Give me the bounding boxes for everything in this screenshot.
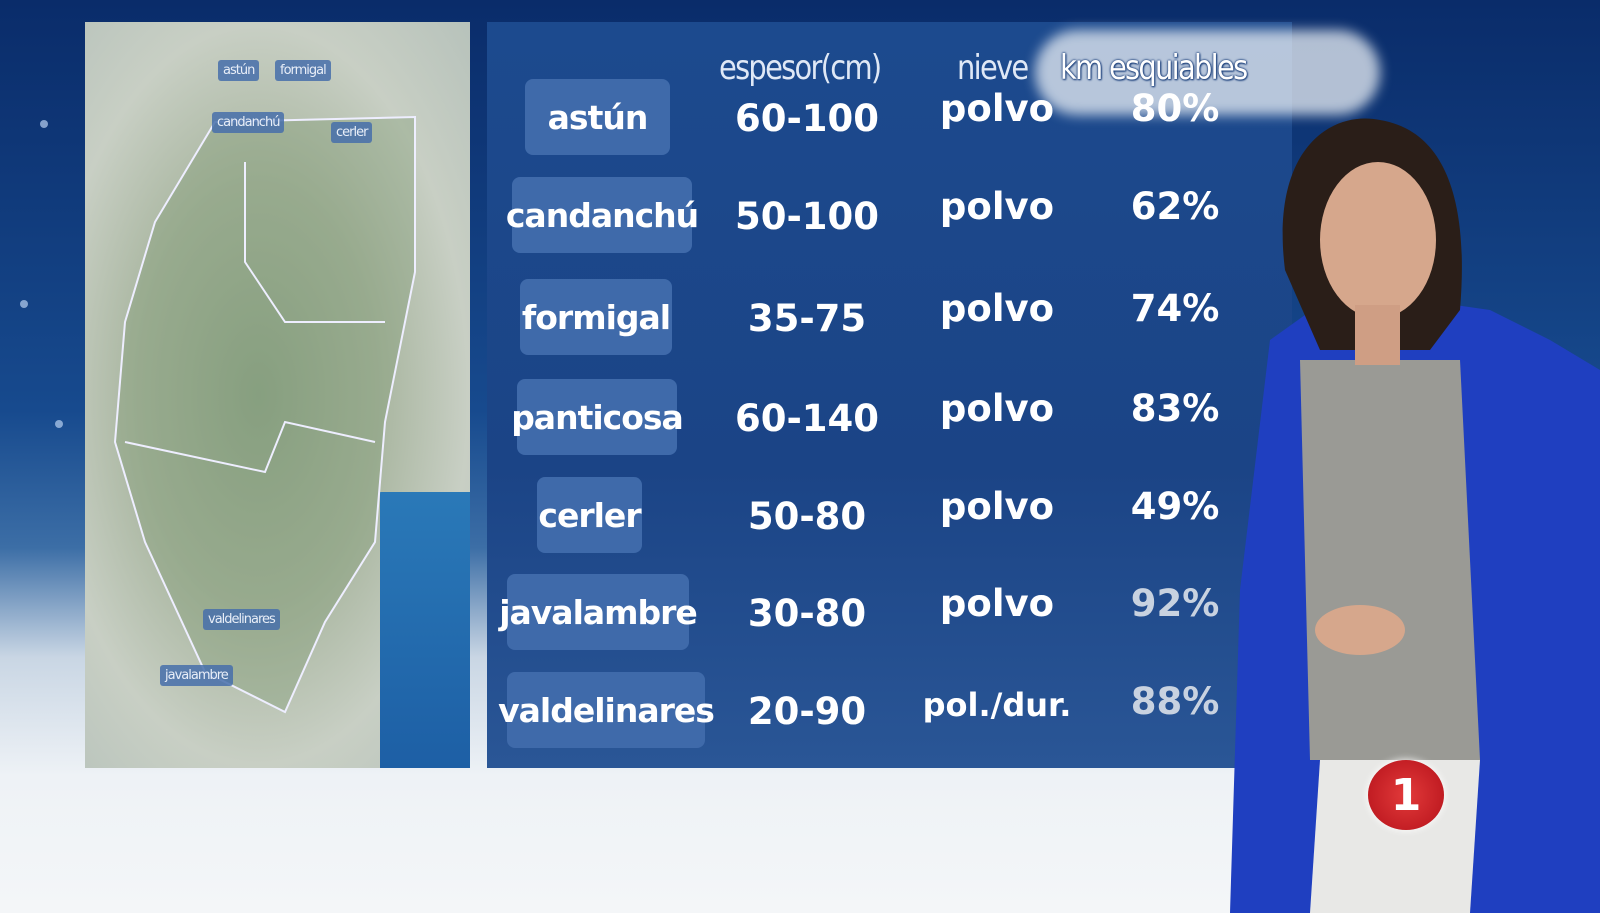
table-row: candanchú 50-100 polvo 62%	[487, 177, 1292, 257]
presenter	[1230, 118, 1600, 913]
nieve-value: polvo	[939, 485, 1055, 528]
map-label: javalambre	[160, 665, 233, 686]
map-label: cerler	[331, 122, 373, 143]
header-nieve: nieve	[957, 48, 1029, 88]
espesor-value: 35-75	[747, 297, 867, 340]
table-row: panticosa 60-140 polvo 83%	[487, 379, 1292, 459]
km-value: 62%	[1130, 185, 1220, 228]
snow-dot	[40, 120, 48, 128]
espesor-value: 50-80	[747, 495, 867, 538]
table-row: javalambre 30-80 polvo 92%	[487, 574, 1292, 654]
resort-name: valdelinares	[498, 672, 715, 748]
resort-name: panticosa	[511, 379, 684, 455]
resort-name: astún	[525, 79, 670, 155]
table-row: astún 60-100 polvo 80%	[487, 79, 1292, 159]
km-value: 74%	[1130, 287, 1220, 330]
table-row: cerler 50-80 polvo 49%	[487, 477, 1292, 557]
nieve-value: polvo	[939, 582, 1055, 625]
espesor-value: 60-100	[734, 97, 880, 140]
tve-channel-logo: 1	[1368, 760, 1444, 830]
km-value: 80%	[1130, 87, 1220, 130]
espesor-value: 50-100	[734, 195, 880, 238]
nieve-value: polvo	[939, 287, 1055, 330]
cloud	[1035, 30, 1380, 115]
espesor-value: 60-140	[734, 397, 880, 440]
region-borders	[113, 115, 416, 714]
km-value: 92%	[1130, 582, 1220, 625]
snow-dot	[20, 300, 28, 308]
map-label: formigal	[275, 60, 331, 81]
header-espesor: espesor(cm)	[719, 48, 882, 88]
map-label: astún	[218, 60, 260, 81]
km-value: 83%	[1130, 387, 1220, 430]
resort-name: candanchú	[506, 177, 699, 253]
header-km: km esquiables	[1060, 48, 1248, 88]
map-label: valdelinares	[203, 609, 280, 630]
km-value: 49%	[1130, 485, 1220, 528]
km-value: 88%	[1130, 680, 1220, 723]
nieve-value: polvo	[939, 185, 1055, 228]
espesor-value: 20-90	[747, 690, 867, 733]
resort-name: cerler	[537, 477, 642, 553]
table-row: valdelinares 20-90 pol./dur. 88%	[487, 672, 1292, 752]
aragon-map: astún formigal candanchú cerler valdelin…	[85, 22, 470, 768]
table-row: formigal 35-75 polvo 74%	[487, 279, 1292, 359]
ski-resort-table: espesor(cm) nieve km esquiables astún 60…	[487, 22, 1380, 768]
nieve-value: polvo	[939, 387, 1055, 430]
map-label: candanchú	[212, 112, 285, 133]
espesor-value: 30-80	[747, 592, 867, 635]
nieve-value: pol./dur.	[922, 686, 1072, 724]
resort-name: formigal	[520, 279, 672, 355]
sea	[380, 492, 470, 768]
resort-name: javalambre	[499, 574, 698, 650]
snow-dot	[55, 420, 63, 428]
nieve-value: polvo	[939, 87, 1055, 130]
